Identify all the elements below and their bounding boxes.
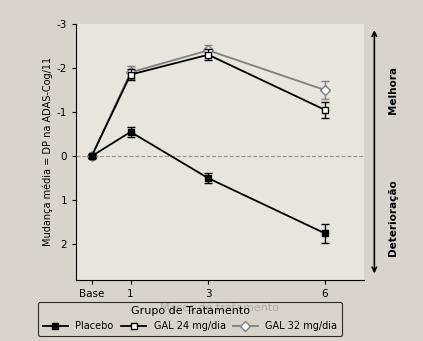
Text: Melhora: Melhora: [388, 66, 398, 114]
Legend: Placebo, GAL 24 mg/dia, GAL 32 mg/dia: Placebo, GAL 24 mg/dia, GAL 32 mg/dia: [38, 301, 342, 336]
X-axis label: Meses de tratamento: Meses de tratamento: [160, 303, 280, 313]
Y-axis label: Mudança média = DP na ADAS-Cog/11: Mudança média = DP na ADAS-Cog/11: [42, 57, 52, 246]
Text: Deterioração: Deterioração: [388, 179, 398, 256]
